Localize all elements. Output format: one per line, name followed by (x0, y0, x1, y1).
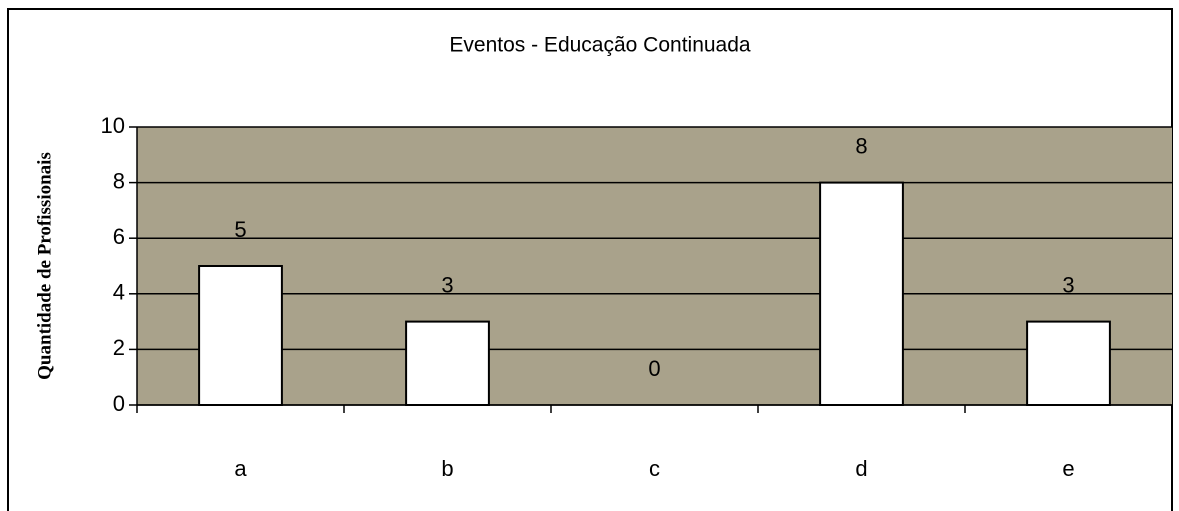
y-tick-label: 4 (113, 280, 125, 305)
data-label: 3 (441, 272, 453, 297)
x-tick-label: e (1062, 456, 1074, 481)
data-label: 8 (855, 133, 867, 158)
y-tick-label: 0 (113, 391, 125, 416)
bar (198, 265, 283, 406)
bar (405, 320, 490, 407)
x-tick-label: a (234, 456, 247, 481)
y-tick-label: 2 (113, 335, 125, 360)
chart-title: Eventos - Educação Continuada (449, 34, 751, 57)
bar (1026, 320, 1111, 407)
data-label: 5 (234, 217, 246, 242)
data-label: 0 (648, 356, 660, 381)
y-tick-label: 8 (113, 168, 125, 193)
y-tick-label: 6 (113, 224, 125, 249)
x-tick-label: d (855, 456, 867, 481)
bar (819, 181, 904, 406)
plot-area (137, 127, 1172, 405)
x-tick-label: b (441, 456, 453, 481)
data-label: 3 (1062, 272, 1074, 297)
y-axis-label: Quantidade de Profissionais (34, 152, 55, 380)
x-tick-label: c (649, 456, 660, 481)
y-tick-label: 10 (101, 113, 125, 138)
